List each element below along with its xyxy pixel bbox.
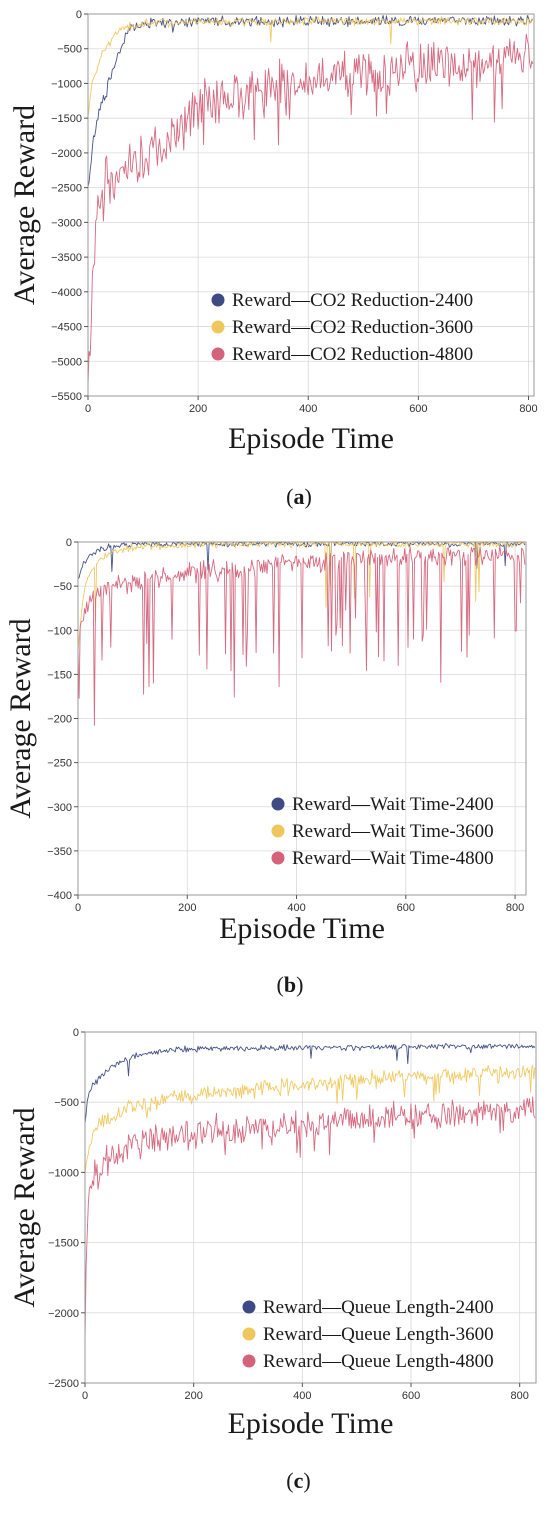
y-tick-label: −200 — [47, 714, 72, 726]
y-axis-label: Average Reward — [8, 1107, 41, 1307]
legend-label-4800: Reward—Queue Length-4800 — [263, 1351, 494, 1372]
x-tick-label: 200 — [184, 1390, 202, 1402]
series-line-3600 — [87, 16, 534, 118]
y-tick-label: −300 — [47, 802, 72, 814]
y-tick-label: −1500 — [48, 1238, 79, 1250]
y-tick-label: −5500 — [51, 391, 82, 403]
y-tick-label: −150 — [47, 669, 72, 681]
y-tick-label: −1000 — [51, 78, 82, 90]
y-tick-label: −350 — [47, 846, 72, 858]
series-line-3600 — [84, 1065, 536, 1174]
panel-caption: (c) — [286, 1468, 310, 1493]
legend-label-4800: Reward—CO2 Reduction-4800 — [232, 344, 473, 365]
plot-frame — [87, 13, 535, 397]
series-line-2400 — [84, 1042, 536, 1124]
legend-label-3600: Reward—Queue Length-3600 — [263, 1324, 494, 1345]
x-tick-label: 600 — [402, 1390, 420, 1402]
y-tick-label: −2000 — [51, 148, 82, 160]
y-tick-label: −50 — [53, 581, 72, 593]
x-tick-label: 600 — [397, 902, 415, 914]
y-tick-label: 0 — [76, 9, 82, 21]
y-tick-label: −250 — [47, 758, 72, 770]
legend-label-2400: Reward—Queue Length-2400 — [263, 1297, 494, 1318]
y-tick-label: −400 — [47, 890, 72, 902]
legend-marker-3600 — [271, 824, 285, 838]
x-tick-label: 800 — [506, 902, 524, 914]
x-tick-label: 0 — [85, 403, 91, 415]
legend-marker-3600 — [211, 320, 225, 334]
y-tick-label: 0 — [73, 1027, 79, 1039]
y-tick-label: −500 — [57, 44, 82, 56]
legend-marker-4800 — [211, 347, 225, 361]
x-tick-label: 400 — [299, 403, 317, 415]
y-tick-label: −500 — [54, 1097, 79, 1109]
y-tick-label: −5000 — [51, 356, 82, 368]
legend-label-2400: Reward—Wait Time-2400 — [292, 794, 494, 815]
legend-label-3600: Reward—CO2 Reduction-3600 — [232, 317, 473, 338]
plot-frame — [84, 1031, 537, 1384]
x-tick-label: 400 — [293, 1390, 311, 1402]
chart-panel-a: 0 −500 −1000 −1500 −2000 −2500 −3000 −3500 −4000… — [8, 9, 538, 509]
legend-label-4800: Reward—Wait Time-4800 — [292, 848, 494, 869]
series-line-2400 — [87, 15, 534, 187]
x-axis-label: Episode Time — [228, 422, 394, 455]
y-axis-label: Average Reward — [4, 618, 37, 818]
legend-label-3600: Reward—Wait Time-3600 — [292, 821, 494, 842]
x-tick-label: 200 — [178, 902, 196, 914]
series-line-4800 — [87, 33, 534, 385]
chart-panel-b: 0−50−100−150−200−250−300−350−4000 200 400 6… — [4, 537, 527, 997]
y-tick-label: −3000 — [51, 217, 82, 229]
series-line-4800 — [77, 544, 526, 726]
y-tick-label: −2500 — [48, 1378, 79, 1390]
y-tick-label: −1500 — [51, 113, 82, 125]
y-tick-label: −1000 — [48, 1167, 79, 1179]
legend: Reward—Queue Length-2400 Reward—Queue Len… — [242, 1297, 494, 1372]
y-tick-label: −4000 — [51, 287, 82, 299]
panel-caption: (b) — [277, 972, 304, 997]
x-axis-label: Episode Time — [228, 1407, 394, 1440]
y-tick-label: −4500 — [51, 322, 82, 334]
y-axis-label: Average Reward — [8, 105, 41, 305]
x-tick-label: 600 — [409, 403, 427, 415]
y-tick-label: −2500 — [51, 183, 82, 195]
x-tick-label: 200 — [189, 403, 207, 415]
legend-marker-4800 — [271, 851, 285, 865]
legend-marker-2400 — [242, 1300, 256, 1314]
legend-label-2400: Reward—CO2 Reduction-2400 — [232, 290, 473, 311]
legend-marker-2400 — [271, 797, 285, 811]
legend: Reward—Wait Time-2400 Reward—Wait Time-36… — [271, 794, 494, 869]
panel-caption: (a) — [286, 484, 312, 509]
y-tick-label: −2000 — [48, 1308, 79, 1320]
legend-marker-3600 — [242, 1327, 256, 1341]
y-tick-label: −100 — [47, 625, 72, 637]
series-line-3600 — [77, 541, 526, 651]
x-tick-label: 800 — [519, 403, 537, 415]
y-tick-label: −3500 — [51, 252, 82, 264]
series-line-4800 — [84, 1096, 536, 1343]
legend-marker-4800 — [242, 1354, 256, 1368]
x-tick-label: 0 — [75, 902, 81, 914]
x-tick-label: 400 — [287, 902, 305, 914]
legend: Reward—CO2 Reduction-2400 Reward—CO2 Redu… — [211, 290, 473, 365]
x-tick-label: 0 — [82, 1390, 88, 1402]
legend-marker-2400 — [211, 293, 225, 307]
x-axis-label: Episode Time — [219, 912, 385, 945]
x-tick-label: 800 — [511, 1390, 529, 1402]
y-tick-label: 0 — [66, 537, 72, 549]
